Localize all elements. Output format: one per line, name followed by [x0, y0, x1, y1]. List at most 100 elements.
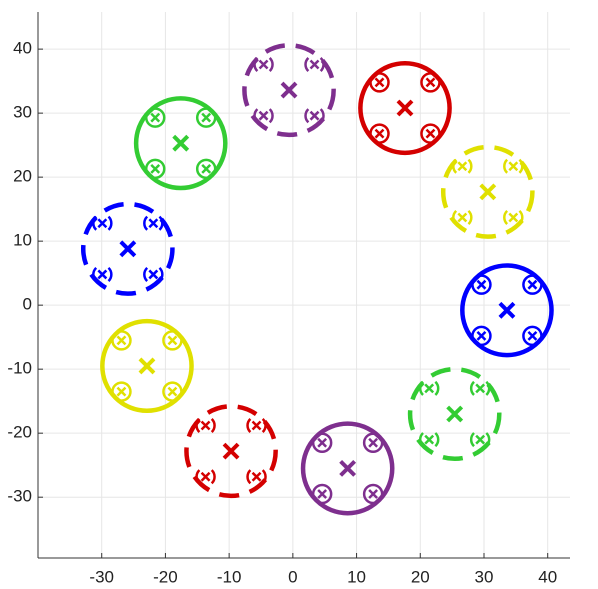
sub-point-stroke [457, 161, 468, 172]
sub-point-ring [92, 215, 113, 231]
sub-point [362, 432, 384, 454]
sub-point-ring [304, 108, 325, 124]
sub-point [92, 266, 113, 282]
y-tick-label: 40 [13, 39, 32, 58]
sub-point [304, 108, 325, 124]
y-tick-label: 30 [13, 103, 32, 122]
sub-point-ring [420, 72, 441, 93]
sub-point [246, 418, 267, 433]
sub-point [503, 158, 524, 174]
sub-point-ring [471, 325, 492, 347]
sub-point-ring [311, 432, 333, 454]
sub-point-ring [471, 274, 492, 295]
cluster-center-stroke [280, 81, 298, 99]
y-tick-label: -10 [7, 359, 32, 378]
cluster-center-stroke [396, 99, 414, 117]
cluster-center [396, 99, 414, 117]
cluster-center [280, 81, 298, 99]
cluster-circle [242, 43, 336, 138]
cluster-circle [184, 404, 278, 499]
sub-point-stroke [200, 420, 211, 431]
sub-point-ring [369, 123, 390, 144]
sub-point-ring [162, 330, 183, 351]
sub-point-stroke [167, 386, 178, 397]
sub-point-ring [369, 72, 390, 93]
sub-point-ring [469, 432, 491, 448]
sub-point-stroke [368, 437, 379, 448]
sub-point-ring [503, 209, 524, 225]
sub-point [311, 432, 333, 454]
sub-point [92, 215, 113, 231]
sub-point [452, 209, 473, 225]
sub-point-stroke [476, 279, 487, 290]
sub-point-ring [452, 158, 473, 174]
sub-point [503, 209, 524, 225]
sub-point [469, 380, 491, 396]
sub-point-stroke [150, 163, 161, 174]
sub-point [143, 215, 164, 231]
cluster-center [339, 459, 357, 477]
sub-point-ring [246, 469, 267, 485]
sub-point-stroke [374, 77, 385, 88]
sub-point [111, 330, 132, 351]
sub-point-ring [304, 56, 325, 72]
cluster-circle [80, 201, 175, 296]
sub-point [144, 158, 166, 180]
cluster-center-stroke [446, 405, 464, 423]
sub-point-stroke [148, 269, 159, 280]
sub-point [253, 108, 274, 124]
sub-point [418, 432, 440, 448]
sub-point [162, 381, 183, 402]
sub-point-stroke [251, 420, 262, 431]
sub-point-ring [362, 432, 384, 454]
sub-point-stroke [309, 110, 320, 121]
cluster-center [498, 301, 516, 319]
cluster-center-stroke [172, 134, 190, 152]
sub-point-ring [522, 325, 543, 347]
sub-point-ring [195, 418, 216, 433]
sub-point-ring [143, 266, 164, 282]
sub-point-stroke [317, 489, 328, 499]
sub-point-ring [522, 274, 543, 295]
sub-point-ring [144, 107, 166, 128]
cluster-center [138, 357, 156, 375]
sub-point-ring [362, 483, 384, 505]
y-tick-label: -20 [7, 423, 32, 442]
sub-point [469, 432, 491, 448]
sub-point-ring [503, 158, 524, 174]
sub-point [522, 274, 543, 295]
sub-point-stroke [368, 489, 379, 499]
sub-point [369, 72, 390, 93]
y-tick-label: -30 [7, 487, 32, 506]
x-tick-label: 10 [347, 567, 366, 586]
sub-point-stroke [425, 77, 436, 88]
sub-point-ring [162, 381, 183, 402]
sub-point-ring [253, 108, 274, 124]
cluster-circle [440, 144, 535, 239]
sub-point-ring [246, 418, 267, 433]
sub-point [369, 123, 390, 144]
sub-point-ring [111, 381, 132, 402]
sub-point [195, 158, 217, 180]
sub-point-stroke [475, 383, 486, 394]
sub-point-stroke [457, 212, 468, 223]
sub-point-ring [144, 158, 166, 180]
sub-point-stroke [317, 437, 328, 448]
sub-point [452, 158, 473, 174]
sub-point-stroke [116, 386, 127, 397]
sub-point-stroke [476, 331, 487, 341]
sub-point-ring [452, 209, 473, 225]
sub-point-ring [253, 56, 274, 72]
sub-point-stroke [475, 434, 486, 445]
sub-point [304, 56, 325, 72]
sub-point-stroke [508, 161, 519, 172]
sub-point [246, 469, 267, 485]
sub-point-stroke [97, 218, 108, 229]
sub-point-stroke [309, 59, 320, 70]
cluster-circle [460, 263, 554, 358]
sub-point-ring [143, 215, 164, 231]
sub-point-ring [420, 123, 441, 144]
x-tick-label: 20 [411, 567, 430, 586]
sub-point-stroke [150, 112, 161, 123]
